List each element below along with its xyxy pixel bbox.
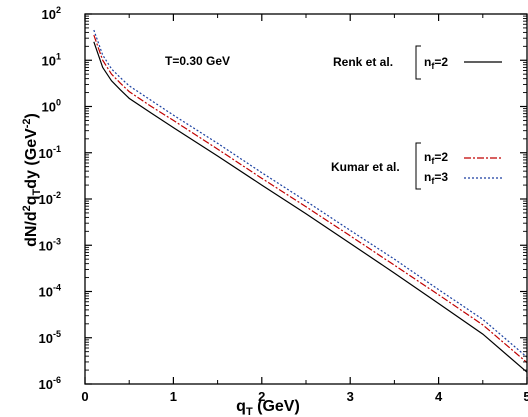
y-tick-label: 10-2 [39,190,61,207]
y-tick-label-base: 10 [39,238,53,253]
legend-entry-kumar-nf3-n: n [424,170,431,184]
legend-entry-kumar-nf3-sub: f [431,176,435,186]
x-tick-label: 4 [435,389,443,404]
x-axis-title-main: q [236,398,246,415]
y-tick-label: 10-3 [39,236,61,253]
y-tick-label-exponent: -2 [53,190,61,200]
legend-group-renk-label: Renk et al. [333,55,393,69]
legend-entry-kumar-nf2: nf=2 [424,150,448,166]
x-tick-label: 0 [81,389,88,404]
y-tick-label-base: 10 [39,146,53,161]
y-tick-label-base: 10 [39,192,53,207]
ticks-layer [84,13,528,385]
y-tick-label-exponent: 2 [56,5,61,15]
legend-group-renk-bracket [415,45,421,80]
legend: Renk et al. nf=2 Kumar et al. nf=2 nf=3 [331,45,502,190]
annotation-temperature: T=0.30 GeV [165,54,230,68]
x-tick-label: 1 [170,389,177,404]
y-tick-label-base: 10 [39,285,53,300]
y-tick-label-exponent: -6 [53,375,61,385]
legend-group-kumar-bracket [415,142,421,190]
x-axis-title-rest: (GeV) [253,398,300,415]
legend-entry-renk-nf2-rest: =2 [434,55,448,69]
y-tick-label-base: 10 [42,7,56,22]
y-axis-title-part4: ) [23,113,40,118]
x-tick-label: 5 [523,389,528,404]
y-tick-label-exponent: -5 [53,329,61,339]
legend-entry-kumar-nf3: nf=3 [424,170,448,186]
y-tick-label-exponent: -3 [53,236,61,246]
y-tick-label-exponent: 0 [56,98,61,108]
series-layer [93,29,528,373]
legend-group-kumar-label: Kumar et al. [331,160,400,174]
y-axis-title-sup2: -2 [21,118,33,128]
y-tick-label: 10-5 [39,329,61,346]
legend-entry-kumar-nf2-sub: f [431,156,435,166]
y-axis-title-sup1: 2 [21,205,33,211]
series-line-renk-nf2 [93,41,528,373]
legend-entry-renk-nf2-sub: f [431,61,435,71]
y-tick-label-base: 10 [42,100,56,115]
y-tick-label: 10-1 [39,144,61,161]
y-tick-label: 10-4 [39,283,61,300]
x-tick-label: 3 [347,389,354,404]
y-axis-title-sub1: T [31,188,43,195]
y-axis-title-part2: q [23,195,40,205]
y-tick-label: 100 [42,98,61,115]
y-tick-label-base: 10 [39,331,53,346]
x-tick-label: 2 [258,389,265,404]
y-tick-label-exponent: 1 [56,51,61,61]
y-tick-label: 10-6 [39,375,61,392]
y-tick-label-exponent: -1 [53,144,61,154]
x-axis-title-sub: T [246,406,253,417]
y-axis-title-part1: dN/d [23,211,40,247]
series-line-kumar-nf2 [93,34,528,364]
y-axis-title: dN/d2qTdy (GeV-2) [21,113,43,247]
legend-entry-kumar-nf2-n: n [424,150,431,164]
y-tick-label-base: 10 [42,53,56,68]
x-axis-title: qT (GeV) [236,398,300,417]
legend-entry-kumar-nf2-rest: =2 [434,150,448,164]
y-tick-label: 101 [42,51,61,68]
y-axis-title-part3: dy (GeV [23,128,40,189]
series-line-kumar-nf3 [93,29,528,358]
y-tick-label-base: 10 [39,377,53,392]
y-tick-label-exponent: -4 [53,283,61,293]
legend-entry-renk-nf2: nf=2 [424,55,448,71]
legend-entry-kumar-nf3-rest: =3 [434,170,448,184]
y-tick-label: 102 [42,5,61,22]
legend-entry-renk-nf2-n: n [424,55,431,69]
